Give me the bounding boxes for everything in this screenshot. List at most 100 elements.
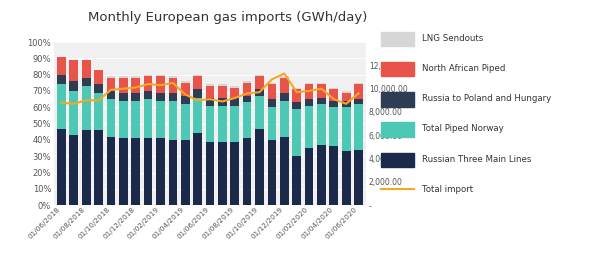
Bar <box>268 107 276 140</box>
Bar <box>317 83 326 84</box>
Bar <box>329 88 338 89</box>
Bar <box>131 76 140 78</box>
Bar <box>156 93 165 101</box>
Bar <box>169 78 177 93</box>
Bar <box>354 104 363 150</box>
Bar <box>342 91 350 93</box>
Bar <box>243 81 251 83</box>
Bar <box>57 84 66 129</box>
Bar <box>119 101 128 138</box>
Bar <box>169 140 177 205</box>
Bar <box>193 75 202 76</box>
Bar <box>255 96 264 129</box>
Bar <box>156 76 165 93</box>
Bar <box>169 93 177 101</box>
Bar <box>206 86 214 98</box>
Bar <box>206 141 214 205</box>
Bar <box>218 98 227 106</box>
Bar <box>305 83 313 84</box>
Bar <box>280 137 289 205</box>
Bar <box>70 60 78 81</box>
Bar <box>94 84 103 93</box>
Bar <box>342 107 350 151</box>
Bar <box>243 83 251 96</box>
Bar <box>218 106 227 141</box>
Bar <box>317 104 326 145</box>
Bar <box>94 130 103 205</box>
Bar <box>230 86 239 88</box>
Bar <box>354 84 363 99</box>
Bar <box>119 138 128 205</box>
Bar <box>193 89 202 98</box>
Bar <box>107 78 115 91</box>
Bar <box>70 135 78 205</box>
Bar <box>342 93 350 101</box>
Bar <box>181 104 190 140</box>
Bar <box>317 145 326 205</box>
Bar <box>107 99 115 137</box>
Bar <box>268 140 276 205</box>
Bar <box>255 76 264 89</box>
Text: Russian Three Main Lines: Russian Three Main Lines <box>422 155 531 164</box>
Bar <box>292 109 301 156</box>
Bar <box>354 83 363 84</box>
Bar <box>107 137 115 205</box>
Bar <box>94 93 103 130</box>
Bar <box>119 78 128 93</box>
Bar <box>70 81 78 91</box>
Bar <box>342 101 350 107</box>
Text: Total import: Total import <box>422 185 473 194</box>
Bar <box>193 133 202 205</box>
Bar <box>329 89 338 101</box>
Bar <box>354 99 363 104</box>
Text: Monthly European gas imports (GWh/day): Monthly European gas imports (GWh/day) <box>88 11 368 23</box>
Bar <box>82 86 91 130</box>
Bar <box>317 84 326 98</box>
Bar <box>193 98 202 133</box>
Bar <box>292 88 301 89</box>
Bar <box>268 83 276 84</box>
Bar <box>156 101 165 138</box>
Bar <box>255 89 264 96</box>
Bar <box>280 78 289 93</box>
Bar <box>292 89 301 102</box>
Bar <box>292 156 301 205</box>
Bar <box>206 106 214 141</box>
Bar <box>82 78 91 86</box>
Bar <box>144 138 152 205</box>
Bar <box>255 129 264 205</box>
Bar <box>305 148 313 205</box>
Bar <box>144 75 152 76</box>
Bar <box>107 91 115 99</box>
Bar <box>230 106 239 141</box>
Bar <box>243 138 251 205</box>
Text: LNG Sendouts: LNG Sendouts <box>422 34 483 43</box>
Bar <box>144 91 152 99</box>
Bar <box>57 75 66 84</box>
Bar <box>305 84 313 99</box>
Bar <box>243 96 251 102</box>
Bar <box>119 93 128 101</box>
Bar <box>292 102 301 109</box>
Bar <box>131 138 140 205</box>
Text: Russia to Poland and Hungary: Russia to Poland and Hungary <box>422 94 551 103</box>
Bar <box>181 96 190 104</box>
Bar <box>329 107 338 146</box>
Bar <box>119 76 128 78</box>
Bar <box>107 76 115 78</box>
Bar <box>169 76 177 78</box>
Bar <box>329 101 338 107</box>
Bar <box>131 78 140 93</box>
Bar <box>317 98 326 104</box>
Bar <box>305 99 313 106</box>
Bar <box>181 83 190 96</box>
Bar <box>181 81 190 83</box>
Bar <box>329 146 338 205</box>
Bar <box>131 93 140 101</box>
Bar <box>218 86 227 98</box>
Bar <box>218 84 227 86</box>
Bar <box>57 57 66 75</box>
Bar <box>342 151 350 205</box>
Bar <box>243 102 251 138</box>
Bar <box>57 129 66 205</box>
